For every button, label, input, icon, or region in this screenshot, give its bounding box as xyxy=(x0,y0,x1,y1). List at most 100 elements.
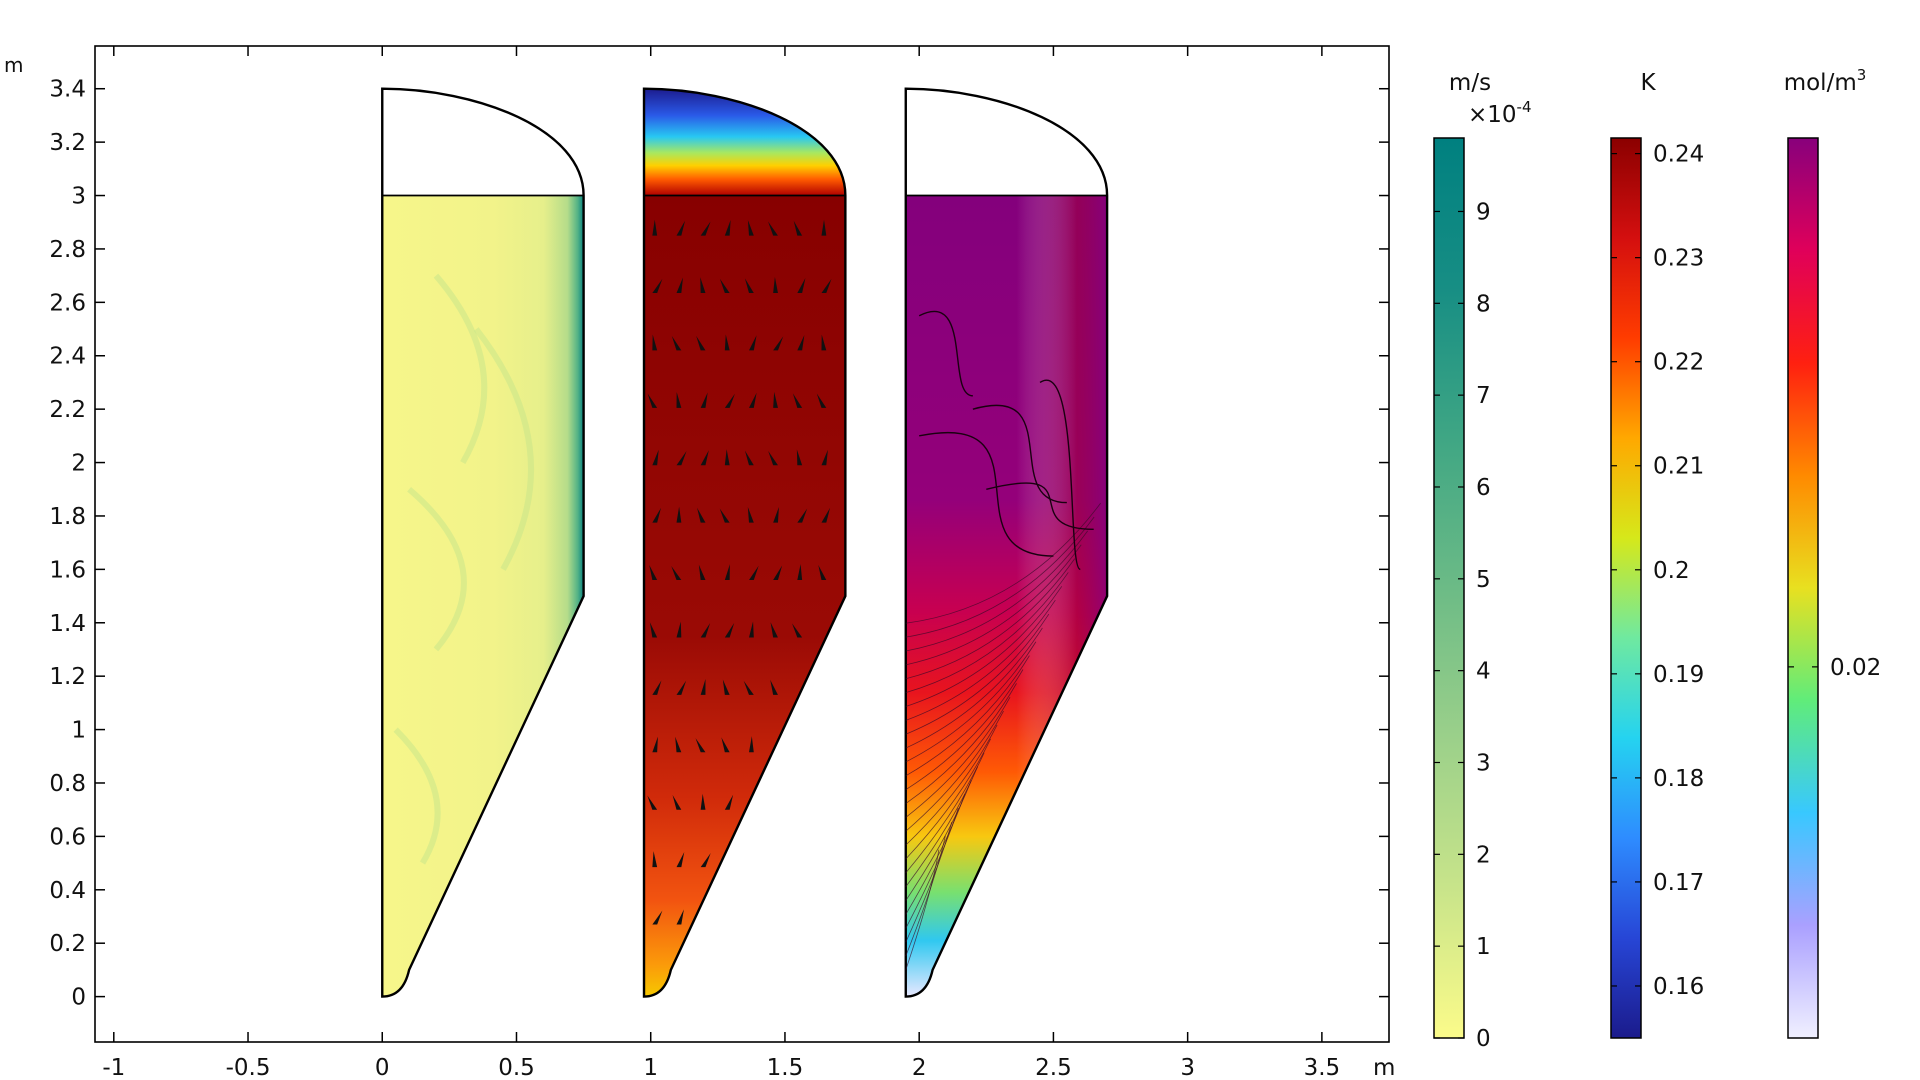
velocity-arrow xyxy=(649,622,658,638)
velocity-arrow xyxy=(768,451,778,466)
colorbar-tick-label: 5 xyxy=(1476,567,1491,593)
y-tick-label: 2.6 xyxy=(49,290,86,316)
colorbar-tick-label: 0.17 xyxy=(1653,870,1704,896)
colorbar-tick-label: 0.2 xyxy=(1653,558,1690,584)
velocity-arrow xyxy=(700,450,709,466)
velocity-arrow xyxy=(747,507,754,523)
colorbar-unit-text: m/s xyxy=(1449,70,1491,96)
colorbar-tick-label: 7 xyxy=(1476,383,1491,409)
colorbar-unit: m/s xyxy=(1449,70,1491,96)
velocity-arrow xyxy=(652,736,658,753)
contour-swirl xyxy=(1039,379,1081,571)
velocity-arrow xyxy=(652,449,659,466)
contour-swirl xyxy=(972,404,1067,504)
colorbar-tick-label: 8 xyxy=(1476,291,1491,317)
velocity-arrow xyxy=(724,794,734,810)
y-tick-label: 0.6 xyxy=(49,824,86,850)
x-tick-label: 0 xyxy=(375,1055,390,1080)
colorbar-tick-label: 0.19 xyxy=(1653,662,1704,688)
colorbar-tick-label: 0.21 xyxy=(1653,454,1704,480)
velocity-arrow xyxy=(821,449,828,466)
velocity-arrow xyxy=(797,564,803,581)
flow-streak xyxy=(407,486,467,652)
y-tick-label: 1.8 xyxy=(49,504,86,530)
x-tick-label: 2.5 xyxy=(1035,1055,1072,1080)
velocity-arrow xyxy=(676,451,687,466)
x-tick-label: -1 xyxy=(102,1055,125,1080)
x-tick-label: 3.5 xyxy=(1304,1055,1341,1080)
flow-streak xyxy=(473,327,535,571)
colorbar-3: 0.02 mol/m3 xyxy=(1784,66,1881,1039)
contour-line xyxy=(905,572,1069,693)
colorbars: 0123456789m/s×10-40.160.170.180.190.20.2… xyxy=(1433,66,1881,1052)
velocity-arrow xyxy=(649,565,658,581)
colorbar-unit-text: K xyxy=(1640,70,1656,96)
velocity-arrow xyxy=(700,277,706,293)
velocity-arrow xyxy=(700,221,711,236)
x-tick-label: 2 xyxy=(912,1055,927,1080)
velocity-arrow xyxy=(696,335,706,351)
colorbar-tick-label: 0.23 xyxy=(1653,246,1704,272)
x-tick-label: -0.5 xyxy=(226,1055,271,1080)
contour-line xyxy=(905,530,1089,652)
colorbar-tick-label: 4 xyxy=(1476,659,1491,685)
velocity-arrow xyxy=(797,335,805,351)
velocity-arrow xyxy=(744,278,754,293)
velocity-arrow xyxy=(724,623,735,638)
y-tick-label: 1 xyxy=(71,718,86,744)
velocity-arrow xyxy=(676,506,682,523)
contour-line xyxy=(905,683,1017,804)
y-tick-label: 3 xyxy=(71,184,86,210)
x-axis: -1 -0.5 0 0.5 1 1.5 2 2.5 3 3.5 xyxy=(102,46,1340,1080)
velocity-arrow xyxy=(700,679,706,695)
velocity-arrow xyxy=(721,737,730,753)
velocity-arrow xyxy=(652,507,661,523)
velocity-arrow xyxy=(652,334,658,351)
velocity-arrow xyxy=(700,853,711,868)
colorbar-gradient xyxy=(1787,137,1819,1039)
contour-line xyxy=(905,544,1082,666)
contour-line xyxy=(905,599,1056,721)
velocity-arrow xyxy=(821,278,832,293)
velocity-arrow xyxy=(700,392,708,408)
colorbar-multiplier: ×10-4 xyxy=(1468,98,1532,128)
y-tick-label: 2 xyxy=(71,451,86,477)
field-fill xyxy=(382,195,584,997)
y-tick-label: 2.4 xyxy=(49,344,86,370)
colorbar-unit-exponent: 3 xyxy=(1857,66,1867,84)
vessel-outline xyxy=(904,87,1109,998)
velocity-arrow xyxy=(724,334,730,351)
velocity-arrow xyxy=(697,507,706,523)
contour-line xyxy=(905,627,1043,749)
velocity-arrow xyxy=(724,393,735,408)
velocity-arrow xyxy=(719,278,730,293)
velocity-arrow xyxy=(821,507,831,523)
x-tick-label: 1.5 xyxy=(767,1055,804,1080)
velocity-arrow xyxy=(773,391,778,408)
y-tick-label: 3.4 xyxy=(49,77,86,103)
y-tick-label: 1.2 xyxy=(49,664,86,690)
colorbar-tick-label: 1 xyxy=(1476,934,1491,960)
velocity-arrow xyxy=(698,564,706,581)
velocity-arrow xyxy=(675,736,682,753)
contour-line xyxy=(905,724,998,846)
colorbar-tick-label: 3 xyxy=(1476,750,1491,776)
velocity-arrow xyxy=(676,220,686,236)
x-tick-label: 3 xyxy=(1180,1055,1195,1080)
panel-3 xyxy=(904,87,1109,998)
contour-line xyxy=(905,655,1030,777)
y-tick-label: 0.2 xyxy=(49,931,86,957)
velocity-arrow xyxy=(748,565,759,581)
velocity-arrow xyxy=(724,449,730,466)
colorbar-multiplier-base: ×10 xyxy=(1468,102,1517,128)
x-tick-label: 0.5 xyxy=(498,1055,535,1080)
velocity-arrow xyxy=(748,621,754,638)
velocity-arrow xyxy=(744,450,754,466)
velocity-arrow xyxy=(652,851,658,868)
velocity-arrow xyxy=(773,506,779,523)
x-unit-label: m xyxy=(1373,1055,1395,1080)
velocity-arrow xyxy=(719,508,730,523)
velocity-arrow xyxy=(816,393,827,408)
velocity-arrow xyxy=(748,392,757,408)
